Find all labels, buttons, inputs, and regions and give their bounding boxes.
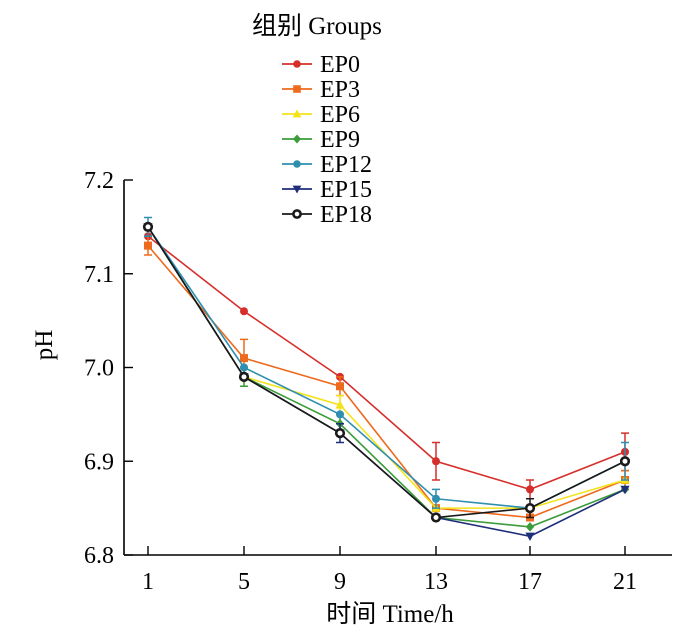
data-point (240, 307, 248, 316)
legend-marker (292, 209, 302, 219)
data-point (335, 400, 345, 409)
legend-label: EP18 (320, 202, 372, 228)
x-tick-label: 5 (238, 569, 250, 595)
x-tick-label: 17 (518, 569, 542, 595)
x-tick-label: 13 (424, 569, 448, 595)
data-point (524, 503, 536, 514)
data-point (144, 241, 152, 250)
data-point (430, 512, 442, 523)
y-tick-label: 7.1 (84, 262, 114, 288)
series-line (147, 226, 626, 509)
data-point (142, 221, 154, 232)
x-tick-label: 1 (142, 569, 154, 595)
y-tick-label: 6.8 (84, 543, 114, 569)
series-line (147, 226, 626, 519)
y-axis-title: pH (31, 330, 58, 361)
series-line (147, 235, 626, 491)
legend-label: EP15 (320, 177, 372, 203)
legend-item-ep3: EP3 (282, 77, 360, 103)
series-ep18 (142, 221, 631, 523)
legend-marker (292, 109, 302, 118)
legend-label: EP9 (320, 127, 360, 153)
x-axis-title: 时间 Time/h (326, 600, 454, 628)
legend-marker (293, 60, 301, 68)
data-point (526, 485, 534, 494)
legend-marker (293, 160, 301, 168)
legend-label: EP12 (320, 152, 372, 178)
legend-item-ep18: EP18 (282, 202, 372, 228)
legend-item-ep15: EP15 (282, 177, 372, 203)
data-point (432, 457, 440, 466)
data-point (525, 522, 535, 532)
y-tick-label: 7.2 (84, 168, 114, 194)
legend-marker (293, 85, 301, 93)
legend-label: EP0 (320, 52, 360, 78)
data-point (619, 456, 631, 467)
x-tick-label: 9 (334, 569, 346, 595)
legend-item-ep9: EP9 (282, 127, 360, 153)
plot-area (142, 216, 631, 542)
axes (123, 180, 672, 556)
legend-label: EP3 (320, 77, 360, 103)
legend-title: 组别 Groups (252, 12, 382, 40)
data-point (432, 494, 440, 503)
series-ep12 (144, 216, 629, 513)
data-point (238, 371, 250, 382)
data-point (525, 532, 535, 542)
legend-label: EP6 (320, 102, 360, 128)
x-tick-label: 21 (613, 569, 637, 595)
data-point (240, 354, 248, 363)
series-line (147, 226, 626, 528)
series-line (147, 245, 626, 519)
y-tick-label: 6.9 (84, 449, 114, 475)
series-ep15 (143, 223, 630, 542)
data-point (240, 363, 248, 372)
legend-item-ep6: EP6 (282, 102, 360, 128)
data-point (334, 428, 346, 439)
x-ticks: 1 5 9 13 17 21 (142, 546, 637, 595)
y-ticks: 6.8 6.9 7.0 7.1 7.2 (84, 168, 133, 569)
data-point (620, 485, 630, 495)
series-ep0 (144, 232, 629, 500)
series-ep9 (143, 222, 630, 532)
series-line (147, 226, 626, 509)
legend-item-ep12: EP12 (282, 152, 372, 178)
series-line (147, 226, 626, 538)
y-tick-label: 7.0 (84, 356, 114, 382)
legend-item-ep0: EP0 (282, 52, 360, 78)
legend-marker (292, 185, 302, 194)
data-point (336, 382, 344, 391)
legend-marker (293, 134, 301, 144)
data-point (336, 410, 344, 419)
